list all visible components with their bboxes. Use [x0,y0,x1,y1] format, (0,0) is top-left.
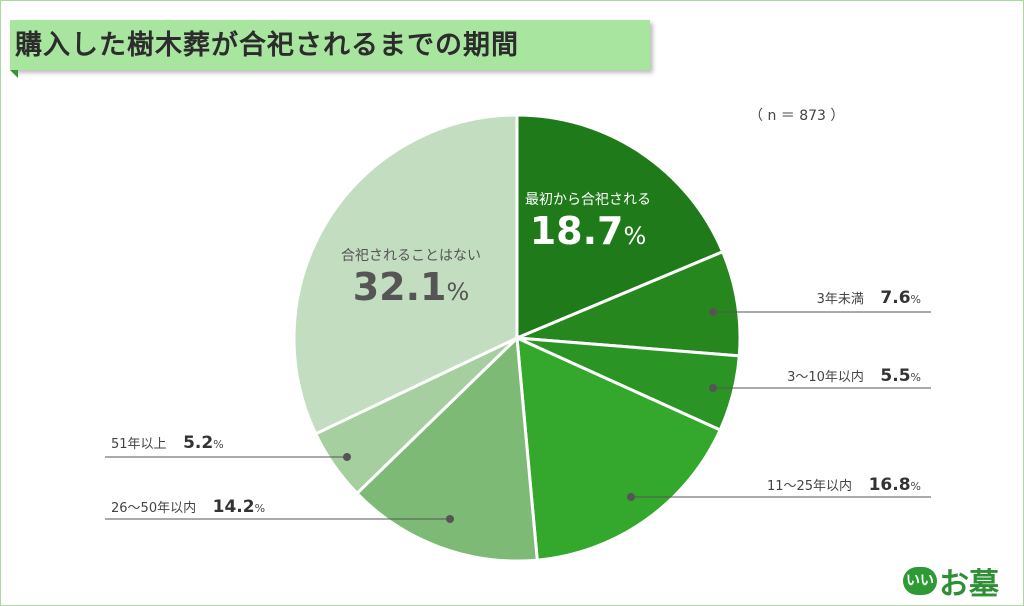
slice-value-saisho: 18.7 [529,209,624,253]
leader-lines [105,308,931,523]
slice-caption-3-10: 3〜10年以内 [787,370,864,385]
slice-value-51: 5.2 [183,433,214,453]
leader-dot-3-10 [709,384,717,392]
slice-value-26-50: 14.2 [212,497,255,517]
slice-label-nai: 合祀されることはない 32.1% [326,245,496,309]
slice-label-11-25: 11〜25年以内 16.8% [767,475,921,495]
slice-unit-nai: % [446,278,470,306]
slice-value-3-10: 5.5 [880,366,911,386]
brand-logo-word: お墓 [939,567,999,602]
slice-label-saisho: 最初から合祀される 18.7% [523,189,653,253]
title-banner-fold [10,70,18,78]
pie-slice-0 [515,113,725,340]
leader-dot-51 [343,453,351,461]
slice-unit-51: % [213,438,224,451]
slice-caption-nai: 合祀されることはない [341,248,481,264]
leader-dot-26-50 [446,515,454,523]
slice-label-3-nenmiman: 3年未満 7.6% [817,288,921,308]
slice-unit-11-25: % [910,480,921,493]
pie-slice-1 [515,250,742,358]
slice-unit-3-10: % [910,371,921,384]
chart-title: 購入した樹木葬が合祀されるまでの期間 [15,30,519,61]
slice-unit-26-50: % [254,502,266,515]
sample-size-label: （ n ＝ 873 ） [749,108,845,124]
brand-logo: いい お墓 [903,559,999,602]
slice-value-nai: 32.1 [352,265,447,309]
slice-caption-saisho: 最初から合祀される [525,192,651,208]
brand-logo-badge: いい [903,567,937,595]
title-banner [10,20,650,70]
slice-caption-26-50: 26〜50年以内 [111,501,197,516]
slice-caption-11-25: 11〜25年以内 [766,479,853,494]
slice-unit-saisho: % [623,222,647,250]
slice-value-11-25: 16.8 [868,475,911,495]
pie-slices [292,113,742,563]
pie-slice-4 [355,336,539,563]
slice-value-3-nenmiman: 7.6 [880,288,911,308]
slice-caption-3-nenmiman: 3年未満 [816,292,864,307]
pie-slice-6 [292,113,519,436]
pie-slice-3 [515,336,722,562]
slice-label-3-10: 3〜10年以内 5.5% [787,366,921,386]
slice-caption-51: 51年以上 [111,437,167,452]
slice-label-26-50: 26〜50年以内 14.2% [111,497,265,517]
leader-dot-3-nenmiman [709,308,717,316]
slice-label-51: 51年以上 5.2% [111,433,224,453]
slice-unit-3-nenmiman: % [910,293,921,306]
leader-dot-11-25 [627,493,635,501]
